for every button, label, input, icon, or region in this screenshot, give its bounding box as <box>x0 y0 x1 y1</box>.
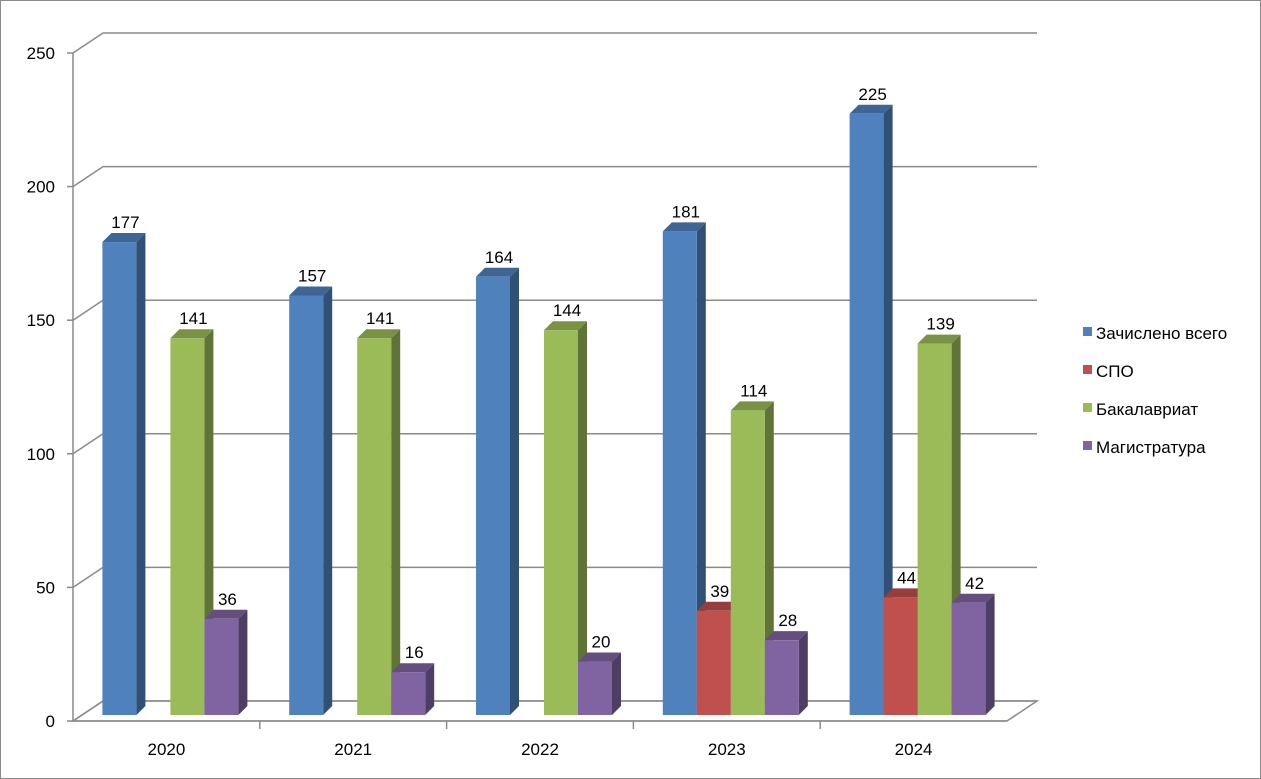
legend-item: Зачислено всего <box>1083 324 1227 343</box>
bar <box>204 609 248 715</box>
data-label: 44 <box>897 568 916 587</box>
y-tick-label: 0 <box>46 712 55 731</box>
bar <box>578 652 621 715</box>
legend-item: Магистратура <box>1083 438 1206 457</box>
data-label: 177 <box>111 213 139 232</box>
x-axis: 2020 2021 2022 2023 2024 <box>147 721 933 759</box>
data-label: 28 <box>778 611 797 630</box>
bar <box>391 663 435 715</box>
y-tick-label: 50 <box>36 578 55 597</box>
y-tick-label: 100 <box>27 445 55 464</box>
bar <box>662 222 706 716</box>
gridline <box>72 165 1037 188</box>
bar <box>730 401 774 715</box>
y-tick-label: 150 <box>27 311 55 330</box>
legend-label: Зачислено всего <box>1096 324 1227 343</box>
x-tick-label: 2020 <box>147 740 185 759</box>
data-label: 39 <box>710 582 729 601</box>
bar <box>357 329 401 715</box>
legend-swatch <box>1083 441 1092 450</box>
x-tick-label: 2022 <box>521 740 559 759</box>
x-tick-label: 2021 <box>334 740 372 759</box>
data-label: 141 <box>366 309 394 328</box>
legend-item: СПО <box>1083 362 1134 381</box>
legend-item: Бакалавриат <box>1083 400 1198 419</box>
legend-swatch <box>1083 327 1092 336</box>
data-label: 225 <box>858 85 886 104</box>
data-label: 36 <box>218 590 237 609</box>
bar <box>849 104 893 716</box>
legend-swatch <box>1083 403 1092 412</box>
bar <box>102 233 146 715</box>
bars: 177 141 36 157 141 16 164 144 20 181 39 114 28 225 44 1… <box>102 85 995 716</box>
y-tick-label: 250 <box>27 44 55 63</box>
x-tick-label: 2024 <box>895 740 933 759</box>
y-axis: 0 50 100 150 200 250 <box>27 44 73 731</box>
legend: Зачислено всего СПО Бакалавриат Магистратур… <box>1083 324 1227 457</box>
legend-label: СПО <box>1096 362 1134 381</box>
x-tick-label: 2023 <box>708 740 746 759</box>
data-label: 42 <box>965 574 984 593</box>
legend-swatch <box>1083 365 1092 374</box>
bar <box>951 593 995 715</box>
data-label: 114 <box>740 381 767 400</box>
legend-label: Бакалавриат <box>1096 400 1198 419</box>
bar <box>917 334 961 715</box>
chart-walls <box>70 32 1040 722</box>
data-label: 164 <box>485 248 513 267</box>
gridline <box>72 32 1037 54</box>
data-label: 139 <box>926 315 954 334</box>
legend-label: Магистратура <box>1096 438 1206 457</box>
bar <box>289 286 333 715</box>
data-label: 144 <box>553 301 581 320</box>
data-label: 16 <box>405 643 424 662</box>
y-tick-label: 200 <box>27 178 55 197</box>
bar <box>476 267 519 715</box>
data-label: 181 <box>672 202 700 221</box>
data-label: 20 <box>592 633 611 652</box>
bar <box>764 631 808 715</box>
bar <box>544 321 587 715</box>
data-label: 141 <box>179 309 207 328</box>
data-label: 157 <box>298 266 326 285</box>
